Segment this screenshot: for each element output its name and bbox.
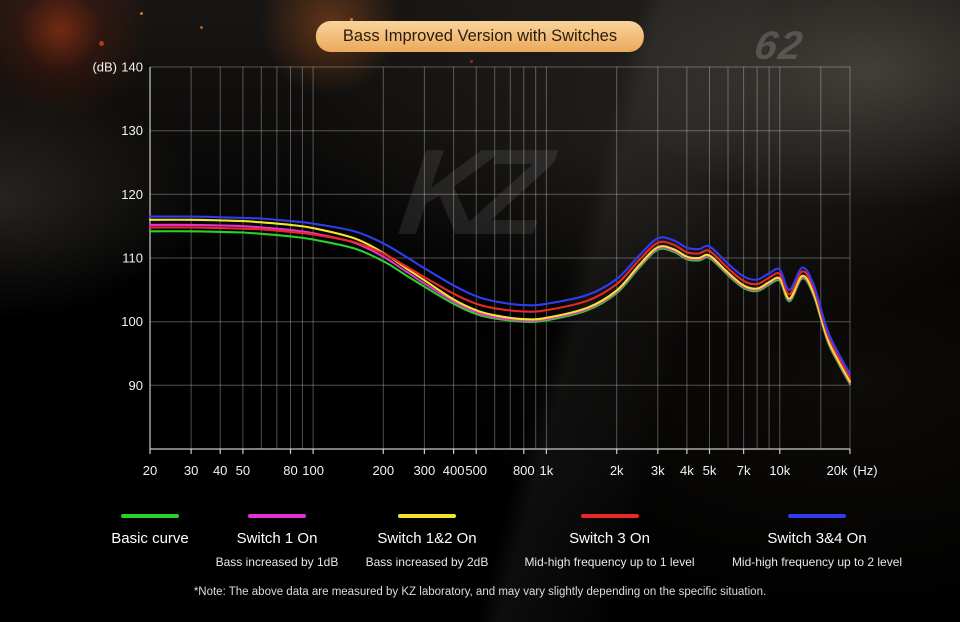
x-tick-label: 30 — [184, 463, 198, 478]
legend-label: Switch 1 On — [236, 530, 318, 547]
legend-swatch-switch-1-2-on — [398, 514, 456, 518]
legend-item-switch-1-2-on: Switch 1&2 On Bass increased by 2dB — [342, 505, 512, 569]
legend-label: Basic curve — [111, 530, 189, 547]
series-line-switch-1-on — [148, 223, 852, 384]
x-tick-label: 10k — [769, 463, 790, 478]
x-tick-label: 400 — [443, 463, 465, 478]
x-tick-label: 7k — [737, 463, 751, 478]
legend-swatch-switch-3-4-on — [788, 514, 846, 518]
series-line-basic-curve — [148, 230, 852, 386]
legend-swatch-switch-1-on — [248, 514, 306, 518]
y-tick-label: 90 — [129, 378, 143, 393]
legend: Basic curve Switch 1 On Bass increased b… — [0, 505, 960, 575]
frequency-response-chart: 140 130 120 110 100 90 (dB) 20 30 40 50 80 100 200 300… — [92, 60, 878, 479]
y-tick-label: 110 — [122, 251, 143, 266]
x-tick-label: 2k — [610, 463, 624, 478]
legend-swatch-switch-3-on — [580, 514, 639, 518]
fire-embers-decoration — [140, 12, 143, 15]
x-tick-label: 500 — [465, 463, 487, 478]
legend-description: Mid-high frequency up to 1 level — [524, 555, 695, 569]
x-tick-label: 50 — [236, 463, 250, 478]
legend-item-switch-3-4-on: Switch 3&4 On Mid-high frequency up to 2… — [712, 505, 922, 569]
legend-description: Bass increased by 1dB — [215, 555, 339, 569]
x-tick-label: 80 — [283, 463, 297, 478]
x-tick-label: 5k — [703, 463, 717, 478]
y-tick-label: 140 — [121, 60, 143, 75]
legend-description: Bass increased by 2dB — [365, 555, 489, 569]
series-line-switch-3-4-on — [148, 215, 852, 375]
x-tick-label: 40 — [213, 463, 227, 478]
y-tick-label: 100 — [121, 314, 143, 329]
legend-label: Switch 1&2 On — [377, 530, 477, 547]
series-line-switch-3-on — [148, 226, 852, 379]
legend-item-switch-1-on: Switch 1 On Bass increased by 1dB — [192, 505, 362, 569]
x-tick-label: 20 — [143, 463, 157, 478]
y-tick-label: 120 — [121, 187, 143, 202]
x-axis-unit-label: (Hz) — [853, 463, 878, 478]
legend-label: Switch 3&4 On — [767, 530, 867, 547]
legend-item-switch-3-on: Switch 3 On Mid-high frequency up to 1 l… — [517, 505, 702, 569]
x-tick-label: 20k — [827, 463, 848, 478]
series-line-switch-1-2-on — [148, 218, 852, 383]
x-tick-label: 200 — [372, 463, 394, 478]
y-tick-label: 130 — [121, 123, 143, 138]
x-tick-label: 300 — [414, 463, 436, 478]
footnote: *Note: The above data are measured by KZ… — [193, 586, 767, 598]
legend-item-basic-curve: Basic curve — [65, 505, 235, 555]
title-banner: Bass Improved Version with Switches — [315, 21, 645, 52]
x-tick-label: 3k — [651, 463, 665, 478]
legend-swatch-basic-curve — [121, 514, 179, 518]
y-axis-unit-label: (dB) — [92, 60, 117, 75]
x-tick-label: 100 — [302, 463, 324, 478]
x-tick-label: 800 — [513, 463, 535, 478]
x-tick-label: 1k — [540, 463, 554, 478]
legend-description: Mid-high frequency up to 2 level — [731, 555, 903, 569]
x-tick-label: 4k — [680, 463, 694, 478]
legend-label: Switch 3 On — [569, 530, 650, 547]
